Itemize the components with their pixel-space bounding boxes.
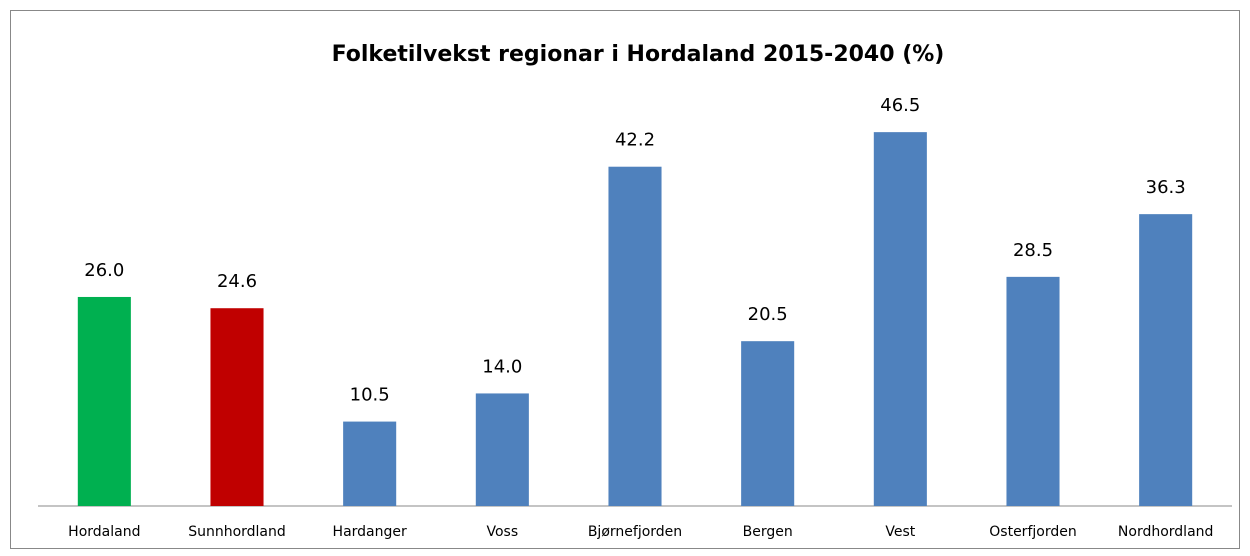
- bar: [1006, 276, 1060, 506]
- data-label: 46.5: [880, 95, 920, 116]
- x-tick-label: Nordhordland: [1118, 524, 1214, 540]
- data-label: 14.0: [482, 356, 522, 377]
- data-label: 24.6: [217, 271, 257, 292]
- bar: [343, 421, 397, 506]
- x-tick-label: Hordaland: [68, 524, 140, 540]
- x-tick-label: Hardanger: [333, 524, 407, 540]
- bar: [475, 393, 529, 506]
- data-label: 28.5: [1013, 240, 1053, 261]
- bar: [608, 166, 662, 506]
- bar: [1139, 214, 1193, 506]
- bar: [210, 308, 264, 506]
- x-tick-label: Bergen: [743, 524, 793, 540]
- chart-title: Folketilvekst regionar i Hordaland 2015-…: [332, 42, 945, 67]
- data-label: 10.5: [350, 385, 390, 406]
- x-tick-label: Bjørnefjorden: [588, 524, 682, 540]
- bar: [873, 132, 927, 506]
- bar: [741, 341, 795, 506]
- x-tick-label: Vest: [885, 524, 915, 540]
- x-tick-label: Sunnhordland: [188, 524, 286, 540]
- data-label: 42.2: [615, 130, 655, 151]
- data-label: 36.3: [1146, 177, 1186, 198]
- bar: [77, 296, 131, 506]
- x-tick-label: Voss: [487, 524, 519, 540]
- data-label: 20.5: [748, 304, 788, 325]
- data-label: 26.0: [84, 260, 124, 281]
- x-tick-label: Osterfjorden: [989, 524, 1076, 540]
